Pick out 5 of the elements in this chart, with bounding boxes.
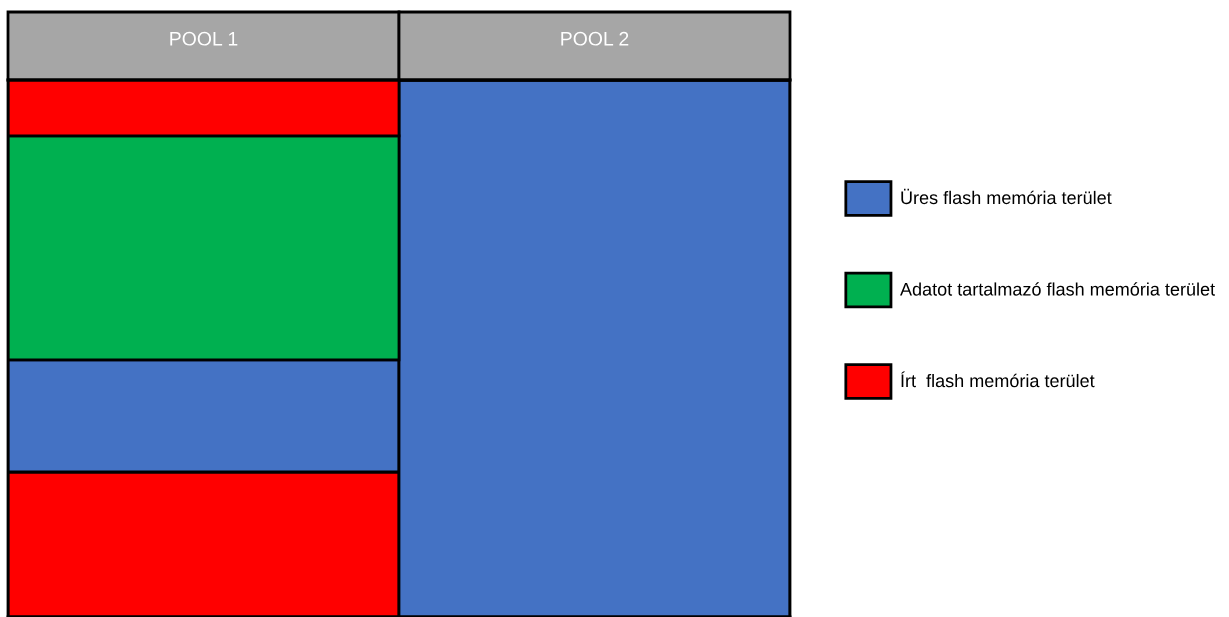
legend-label: Írt flash memória terület bbox=[901, 371, 1095, 388]
legend-label: Üres flash memória terület bbox=[901, 188, 1112, 205]
x-tick-label: POOL 1 bbox=[170, 31, 238, 46]
legend-label: Adatot tartalmazó flash memória terület bbox=[900, 282, 1215, 296]
x-tick-label: POOL 2 bbox=[561, 31, 629, 46]
